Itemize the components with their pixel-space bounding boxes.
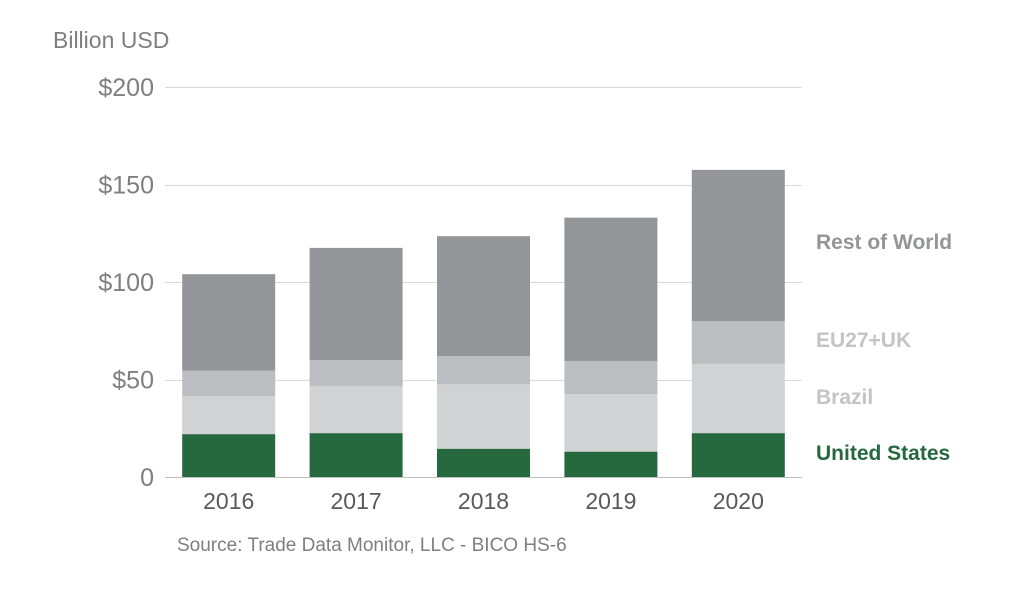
bar-brazil-2019 [564, 394, 658, 452]
bar-united-states-2016 [182, 434, 276, 477]
bar-eu27-uk-2020 [691, 321, 785, 364]
legend-brazil: Brazil [816, 386, 874, 409]
x-tick-label-2020: 2020 [713, 488, 764, 514]
bar-brazil-2016 [182, 396, 276, 435]
source-note: Source: Trade Data Monitor, LLC - BICO H… [177, 535, 567, 556]
bar-brazil-2020 [691, 363, 785, 434]
x-tick-label-2017: 2017 [331, 488, 382, 514]
bar-rest-of-world-2020 [691, 169, 785, 321]
y-tick-label: $100 [98, 269, 154, 297]
bar-rest-of-world-2018 [437, 236, 530, 357]
bar-rest-of-world-2016 [182, 274, 276, 371]
y-tick-label: $50 [112, 367, 154, 395]
legend-united-states: United States [816, 442, 951, 465]
legend-eu27-uk: EU27+UK [816, 329, 912, 352]
bar-united-states-2020 [691, 433, 785, 477]
legend-rest-of-world: Rest of World [816, 231, 953, 254]
x-tick-label-2016: 2016 [203, 488, 254, 514]
x-tick-label-2019: 2019 [585, 488, 636, 514]
y-axis-unit-label: Billion USD [53, 27, 170, 53]
bar-rest-of-world-2017 [309, 247, 403, 360]
bar-united-states-2017 [309, 433, 403, 477]
x-tick-label-2018: 2018 [458, 488, 509, 514]
bar-eu27-uk-2016 [182, 370, 276, 397]
bar-eu27-uk-2017 [309, 360, 403, 387]
y-tick-label: 0 [140, 464, 154, 492]
bar-rest-of-world-2019 [564, 217, 658, 361]
bar-united-states-2019 [564, 451, 658, 477]
bar-brazil-2018 [437, 384, 530, 449]
bar-eu27-uk-2018 [437, 356, 530, 385]
bar-eu27-uk-2019 [564, 360, 658, 395]
bar-united-states-2018 [437, 448, 530, 477]
y-tick-label: $150 [98, 172, 154, 200]
bar-brazil-2017 [309, 386, 403, 434]
y-tick-label: $200 [98, 74, 154, 102]
